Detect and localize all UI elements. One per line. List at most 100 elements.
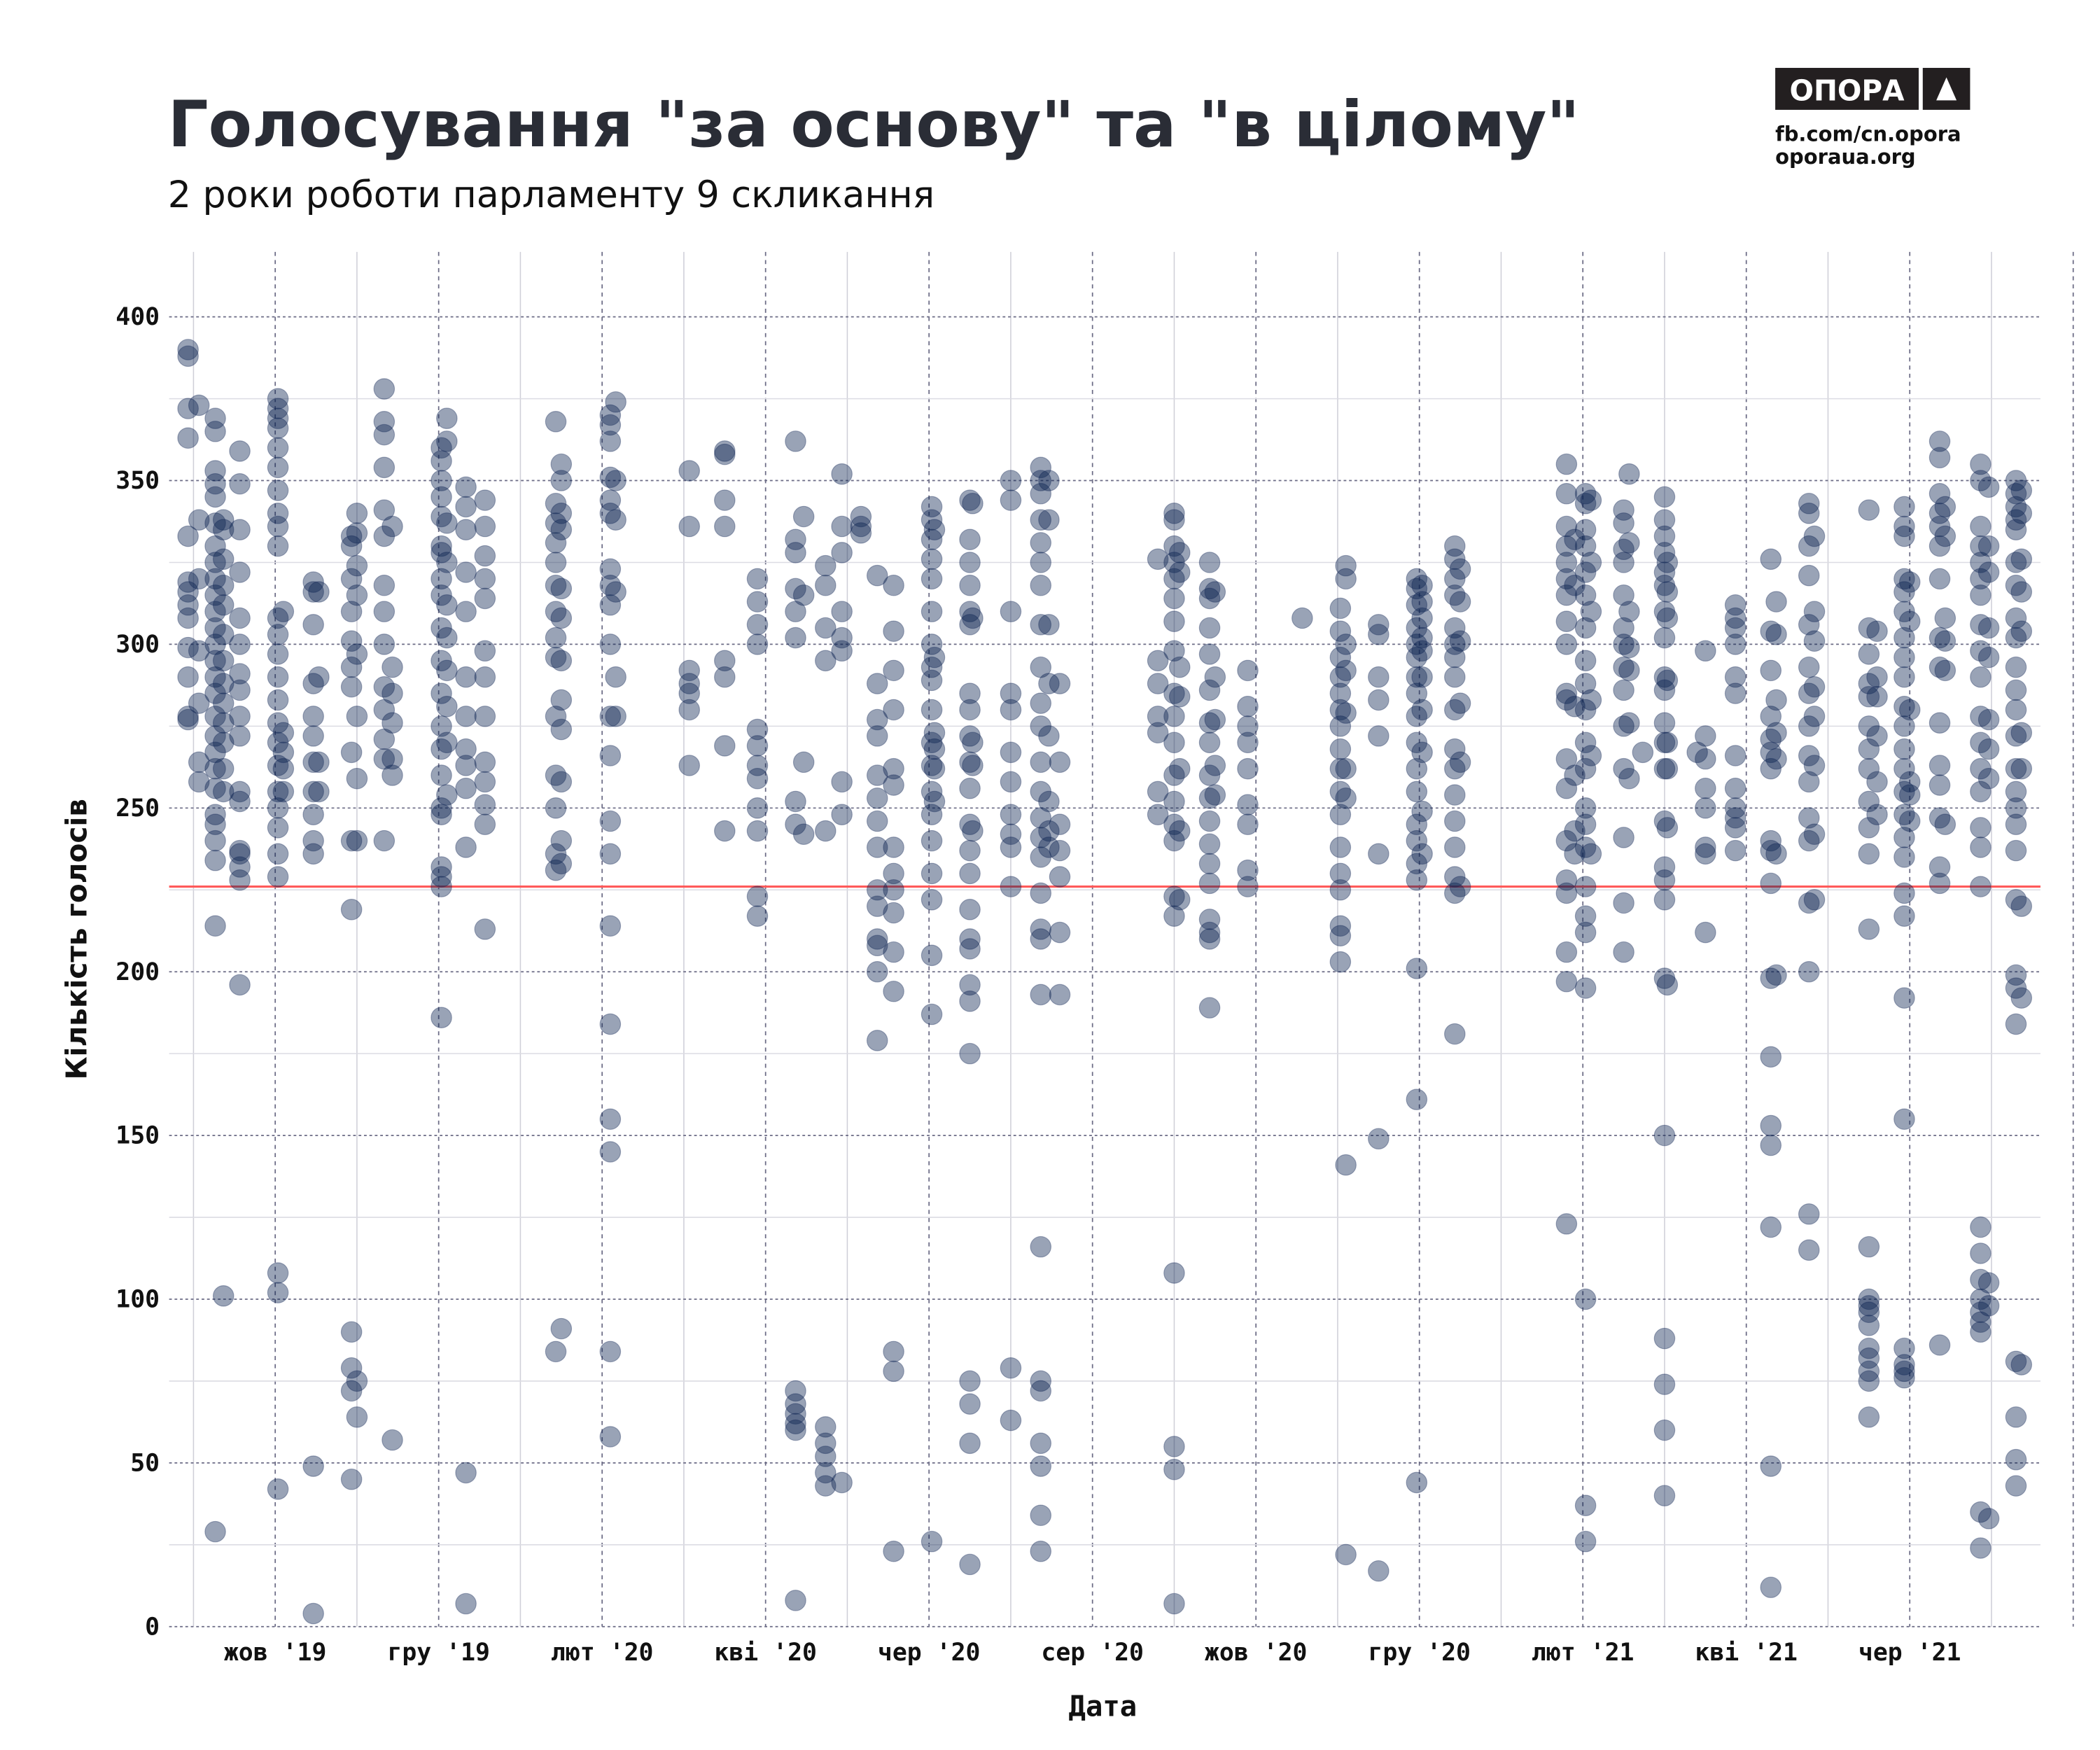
data-point: [229, 790, 251, 813]
data-point: [815, 1432, 836, 1455]
data-point: [1444, 738, 1466, 760]
data-point: [229, 839, 251, 862]
data-point: [1653, 509, 1676, 531]
data-point: [866, 810, 888, 832]
data-point: [1798, 564, 1820, 587]
data-point: [272, 601, 295, 622]
data-point: [1760, 741, 1782, 764]
data-point: [920, 1003, 943, 1026]
data-point: [714, 443, 736, 465]
data-point: [1803, 823, 1826, 846]
data-point: [545, 626, 567, 649]
x-tick-label: гру '19: [387, 1639, 490, 1667]
data-point: [866, 673, 888, 694]
data-point: [1695, 836, 1716, 858]
data-point: [308, 581, 330, 603]
opora-logo: ОПОРА fb.com/cn.opora oporaua.org: [1775, 67, 1970, 169]
data-point: [785, 790, 806, 813]
data-point: [188, 568, 210, 590]
data-point: [1049, 813, 1071, 835]
data-point: [959, 839, 981, 862]
data-point: [1653, 732, 1676, 754]
data-point: [212, 1285, 234, 1307]
data-point: [212, 692, 234, 714]
data-point: [1030, 656, 1052, 678]
data-point: [204, 915, 226, 937]
data-point: [1613, 827, 1634, 848]
logo-link-facebook[interactable]: fb.com/cn.opora: [1775, 122, 1961, 146]
data-point: [866, 960, 888, 983]
data-point: [1000, 804, 1022, 825]
data-point: [1653, 1373, 1676, 1395]
data-point: [267, 437, 289, 459]
logo-link-site[interactable]: oporaua.org: [1775, 145, 1916, 169]
data-point: [678, 755, 700, 776]
data-point: [1656, 817, 1679, 839]
data-point: [1555, 748, 1578, 770]
data-point: [436, 512, 458, 534]
data-point: [1760, 1114, 1782, 1137]
data-point: [1686, 741, 1708, 764]
data-point: [1574, 1530, 1597, 1553]
data-point: [1893, 987, 1915, 1009]
data-point: [430, 450, 452, 472]
data-point: [785, 542, 806, 564]
data-point: [1030, 482, 1052, 505]
data-point: [1858, 643, 1880, 665]
chart-subtitle: 2 роки роботи парламенту 9 скликання: [168, 174, 934, 216]
data-point: [1653, 1419, 1676, 1441]
data-point: [2010, 895, 2033, 917]
data-point: [1237, 794, 1259, 816]
data-point: [1928, 755, 1951, 776]
data-point: [550, 453, 573, 475]
data-point: [1147, 804, 1169, 825]
data-point: [1168, 561, 1191, 583]
data-point: [1858, 1236, 1880, 1258]
data-point: [1163, 1262, 1185, 1284]
data-point: [545, 843, 567, 865]
y-tick-label: 300: [115, 631, 160, 659]
data-point: [2005, 470, 2027, 491]
data-point: [1858, 617, 1880, 639]
data-point: [1335, 568, 1357, 590]
data-point: [430, 617, 452, 639]
data-point: [2005, 725, 2027, 747]
data-point: [1893, 1366, 1915, 1389]
data-point: [1893, 696, 1915, 718]
data-point: [545, 601, 567, 622]
data-point: [1406, 682, 1428, 704]
data-point: [883, 981, 904, 1002]
data-point: [599, 414, 622, 436]
data-point: [1555, 610, 1578, 632]
data-point: [550, 1317, 573, 1340]
data-point: [883, 774, 904, 796]
data-point: [959, 862, 981, 885]
data-point: [1449, 630, 1471, 652]
data-point: [545, 797, 567, 819]
data-point: [2010, 548, 2033, 570]
data-point: [1444, 810, 1466, 832]
data-point: [1724, 807, 1746, 829]
data-point: [1653, 1124, 1676, 1147]
data-point: [346, 1406, 368, 1428]
data-point: [959, 725, 981, 747]
data-point: [1934, 659, 1956, 682]
data-point: [1368, 843, 1390, 865]
data-point: [920, 496, 943, 518]
data-point: [1163, 886, 1185, 907]
data-point: [212, 574, 234, 596]
data-point: [346, 830, 368, 852]
data-point: [959, 528, 981, 551]
data-point: [474, 640, 496, 662]
data-point: [1970, 817, 1991, 839]
data-point: [1803, 601, 1826, 622]
data-point: [2005, 699, 2027, 721]
data-point: [1555, 830, 1578, 852]
data-point: [815, 617, 836, 639]
data-point: [959, 813, 981, 835]
data-point: [1163, 790, 1185, 813]
data-point: [1858, 1360, 1880, 1382]
data-point: [1858, 918, 1880, 940]
data-point: [1163, 764, 1185, 786]
data-point: [1760, 620, 1782, 642]
